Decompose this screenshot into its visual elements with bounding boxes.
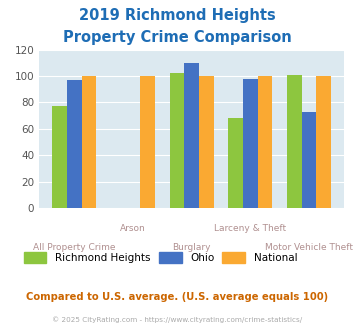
Bar (140, 76, 155, 208)
Bar (302, 112, 316, 208)
Bar (67, 80, 82, 208)
Text: Larceny & Theft: Larceny & Theft (214, 224, 286, 233)
Text: Burglary: Burglary (173, 243, 211, 252)
Bar (243, 79, 258, 208)
Bar (228, 118, 243, 208)
Text: Arson: Arson (120, 224, 146, 233)
Text: Motor Vehicle Theft: Motor Vehicle Theft (265, 243, 353, 252)
Text: 2019 Richmond Heights: 2019 Richmond Heights (79, 8, 276, 23)
Text: Property Crime Comparison: Property Crime Comparison (63, 30, 292, 45)
Text: © 2025 CityRating.com - https://www.cityrating.com/crime-statistics/: © 2025 CityRating.com - https://www.city… (53, 317, 302, 323)
Bar (82, 76, 96, 208)
Bar (316, 76, 331, 208)
Text: All Property Crime: All Property Crime (33, 243, 115, 252)
Bar (170, 73, 184, 208)
Text: Compared to U.S. average. (U.S. average equals 100): Compared to U.S. average. (U.S. average … (26, 292, 329, 302)
Bar (258, 76, 272, 208)
Bar (52, 106, 67, 208)
Bar (184, 63, 199, 208)
Legend: Richmond Heights, Ohio, National: Richmond Heights, Ohio, National (20, 248, 301, 267)
Bar (199, 76, 214, 208)
Bar (287, 75, 302, 208)
